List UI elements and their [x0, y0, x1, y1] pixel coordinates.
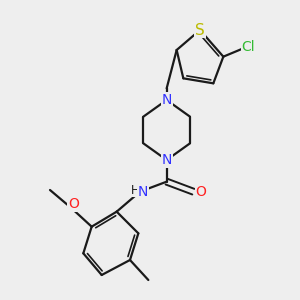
Text: Cl: Cl [242, 40, 255, 54]
Text: H: H [130, 184, 140, 196]
Text: S: S [195, 22, 205, 38]
Text: N: N [161, 153, 172, 167]
Text: N: N [161, 93, 172, 107]
Text: O: O [195, 185, 206, 199]
Text: O: O [68, 197, 79, 211]
Text: N: N [137, 185, 148, 199]
